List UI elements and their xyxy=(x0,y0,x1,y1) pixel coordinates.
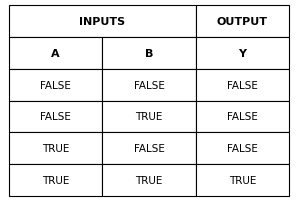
Text: TRUE: TRUE xyxy=(42,175,69,185)
Bar xyxy=(9,6,196,38)
Bar xyxy=(196,6,289,38)
Text: INPUTS: INPUTS xyxy=(79,17,125,27)
Bar xyxy=(196,164,289,196)
Text: TRUE: TRUE xyxy=(42,143,69,154)
Text: FALSE: FALSE xyxy=(134,80,164,90)
Text: FALSE: FALSE xyxy=(227,143,258,154)
Text: FALSE: FALSE xyxy=(227,112,258,122)
Text: FALSE: FALSE xyxy=(40,80,71,90)
Text: OUTPUT: OUTPUT xyxy=(217,17,268,27)
Bar xyxy=(102,38,196,69)
Text: TRUE: TRUE xyxy=(229,175,256,185)
Text: A: A xyxy=(51,48,60,59)
Bar xyxy=(102,101,196,133)
Text: FALSE: FALSE xyxy=(40,112,71,122)
Bar xyxy=(196,133,289,164)
Bar xyxy=(102,133,196,164)
Text: B: B xyxy=(145,48,153,59)
Bar xyxy=(9,164,102,196)
Text: TRUE: TRUE xyxy=(135,175,163,185)
Text: Y: Y xyxy=(238,48,246,59)
Text: FALSE: FALSE xyxy=(134,143,164,154)
Bar xyxy=(9,38,102,69)
Bar xyxy=(196,101,289,133)
Bar xyxy=(196,38,289,69)
Bar xyxy=(196,69,289,101)
Bar xyxy=(9,133,102,164)
Bar xyxy=(9,101,102,133)
Bar xyxy=(102,69,196,101)
Bar xyxy=(9,69,102,101)
Text: FALSE: FALSE xyxy=(227,80,258,90)
Text: TRUE: TRUE xyxy=(135,112,163,122)
Bar xyxy=(102,164,196,196)
